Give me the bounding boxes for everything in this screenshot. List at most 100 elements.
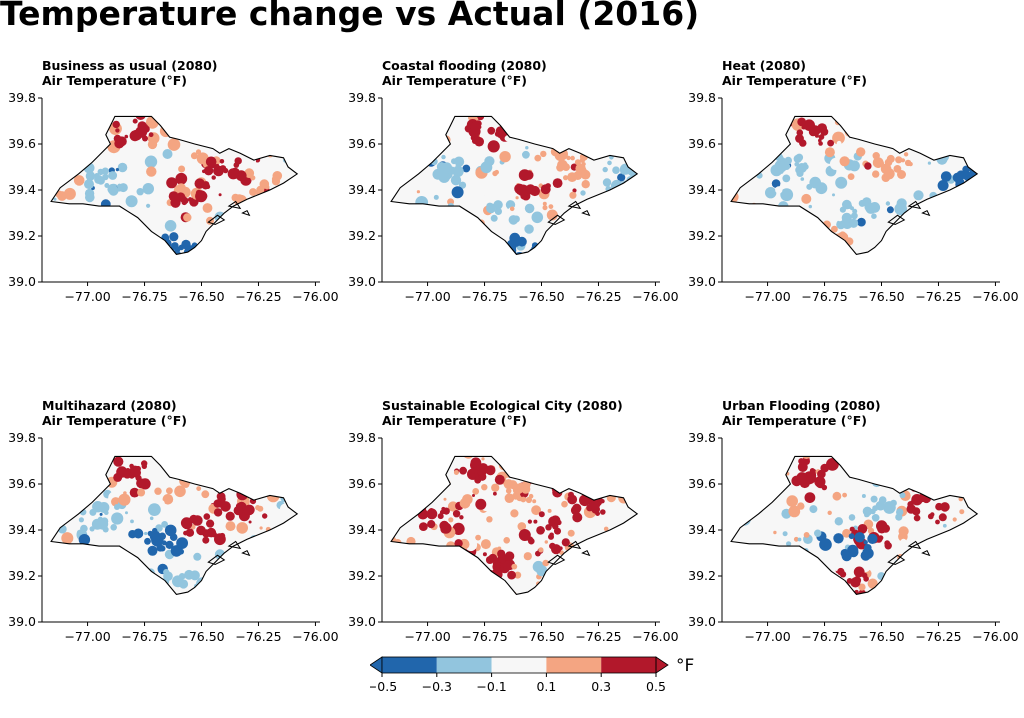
field-cell [458, 181, 467, 189]
field-cell [467, 453, 470, 456]
hotspot-cell [96, 176, 105, 185]
field-cell [927, 243, 931, 248]
hotspot-cell [438, 171, 450, 183]
y-tick-label: 39.2 [8, 228, 36, 243]
field-cell [524, 224, 534, 234]
field-cell [211, 456, 221, 465]
field-cell [745, 469, 749, 473]
hotspot-cell [141, 463, 147, 469]
county-boundary [50, 455, 299, 596]
field-cell [260, 587, 267, 593]
county-boundary [730, 115, 979, 256]
field-cell [280, 116, 290, 119]
field-cell [839, 156, 850, 167]
field-cell [227, 553, 241, 566]
field-cell [199, 456, 211, 460]
y-tick-label: 39.8 [8, 430, 36, 445]
field-cell [580, 585, 589, 594]
field-cell [286, 538, 296, 548]
hotspot-cell [770, 164, 783, 177]
field-cell [114, 561, 118, 565]
field-cell [922, 226, 935, 239]
field-cell [398, 491, 409, 502]
field-cell [414, 210, 427, 224]
y-tick-label: 39.8 [688, 90, 716, 105]
field-cell [63, 187, 76, 200]
field-cell [278, 575, 290, 587]
field-cell [565, 565, 570, 569]
field-cell [614, 251, 619, 255]
field-cell [514, 571, 522, 579]
field-cell [731, 221, 740, 231]
field-cell [731, 576, 738, 584]
shoreline [227, 200, 242, 210]
field-cell [45, 191, 50, 196]
field-cell [773, 530, 777, 535]
field-cell [974, 479, 978, 493]
field-cell [907, 141, 914, 148]
field-cell [235, 194, 244, 203]
field-cell [623, 183, 632, 192]
field-cell [84, 559, 93, 568]
field-cell [225, 225, 233, 232]
field-cell [490, 214, 498, 222]
hotspot-cell [112, 120, 120, 129]
field-cell [896, 249, 902, 255]
hotspot-cell [135, 126, 148, 138]
field-cell [79, 593, 86, 595]
field-cell [621, 568, 628, 575]
hotspot-cell [808, 471, 817, 480]
hotspot-cell [439, 509, 445, 515]
field-cell [565, 126, 571, 131]
field-cell [848, 160, 860, 172]
field-cell [94, 456, 104, 459]
field-cell [961, 197, 970, 206]
field-cell [401, 490, 407, 496]
field-cell [403, 159, 409, 166]
field-cell [492, 170, 498, 177]
field-cell [731, 116, 741, 120]
field-cell [977, 146, 981, 150]
hotspot-cell [831, 225, 838, 233]
field-cell [289, 458, 298, 470]
hotspot-cell [867, 533, 878, 544]
hotspot-cell [821, 226, 826, 231]
field-cell [848, 458, 855, 464]
hotspot-cell [500, 566, 504, 571]
field-cell [434, 564, 440, 571]
hotspot-cell [876, 520, 888, 532]
field-cell [973, 159, 978, 166]
hotspot-cell [225, 511, 235, 521]
field-cell [475, 534, 481, 541]
field-cell [518, 117, 524, 123]
field-cell [610, 512, 617, 519]
hotspot-cell [841, 212, 852, 223]
hotspot-cell [809, 125, 821, 136]
field-cell [739, 462, 749, 472]
field-cell [392, 210, 400, 218]
hotspot-cell [430, 158, 438, 166]
field-cell [248, 520, 252, 524]
field-cell [549, 542, 556, 550]
field-cell [415, 196, 429, 209]
shoreline [921, 210, 931, 217]
field-cell [616, 203, 623, 210]
field-cell [923, 141, 928, 146]
field-cell [607, 160, 612, 166]
field-cell [555, 118, 566, 129]
field-cell [911, 551, 919, 559]
hotspot-cell [884, 542, 892, 550]
field-cell [602, 178, 612, 187]
field-cell [887, 249, 892, 254]
field-cell [453, 156, 465, 167]
field-cell [948, 139, 957, 149]
field-cell [431, 216, 438, 222]
field-cell [280, 220, 288, 228]
field-cell [468, 556, 472, 560]
field-cell [608, 567, 618, 576]
field-cell [531, 211, 544, 224]
field-cell [899, 492, 906, 499]
hotspot-cell [217, 494, 226, 504]
hotspot-cell [117, 183, 122, 188]
field-cell [737, 154, 747, 164]
